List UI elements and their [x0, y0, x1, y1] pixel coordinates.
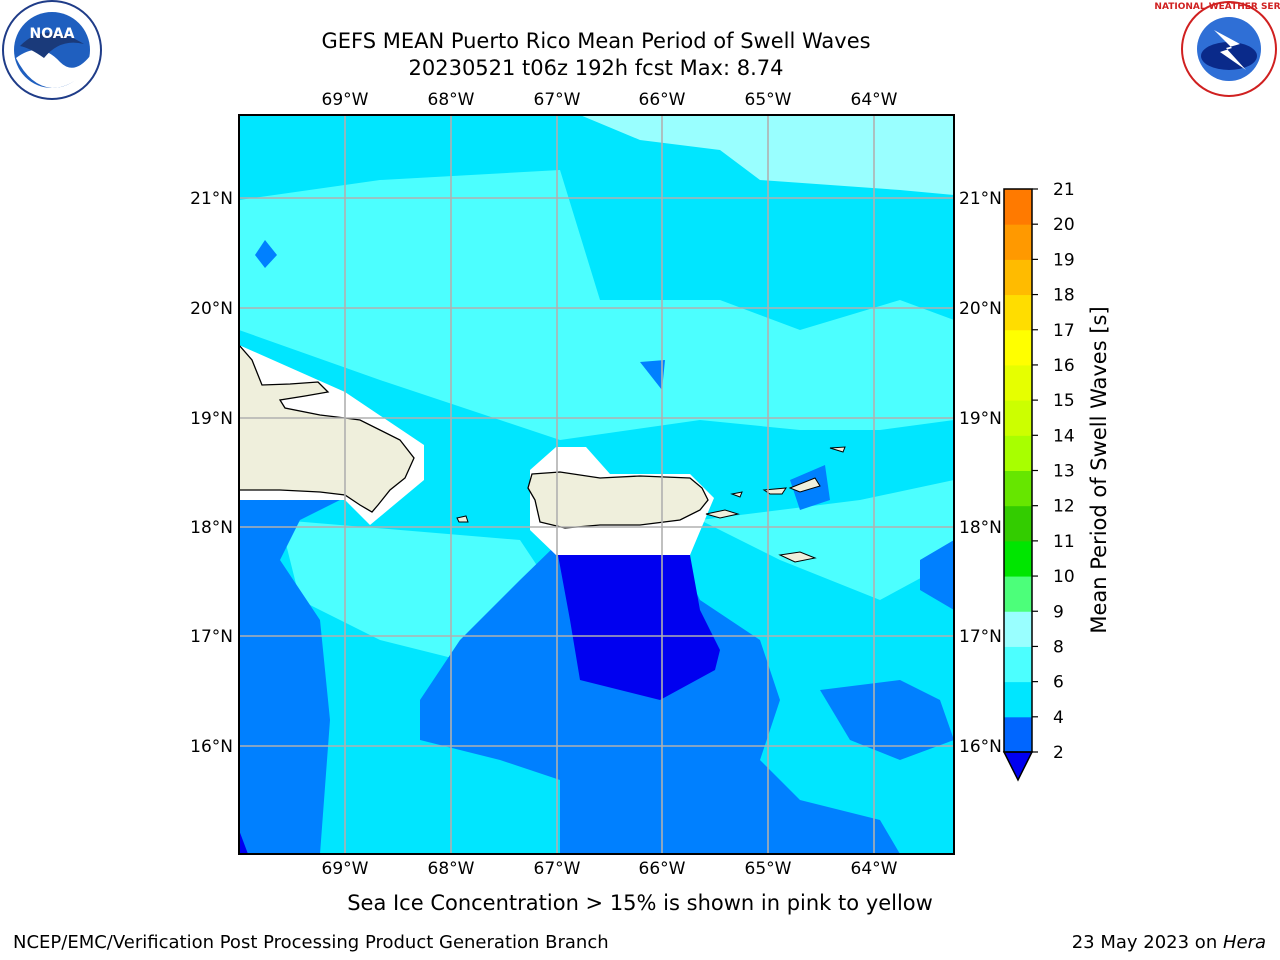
colorbar-tick-label: 2: [1053, 743, 1064, 763]
colorbar-tick-label: 11: [1053, 532, 1075, 552]
lon-label: 68°W: [428, 859, 475, 879]
lon-label: 65°W: [745, 859, 792, 879]
lat-labels-right: 21°N 20°N 19°N 18°N 17°N 16°N: [959, 189, 1002, 757]
swell-band-2-4: [558, 555, 720, 700]
colorbar-tick-label: 9: [1053, 602, 1064, 622]
map-subtitle: 20230521 t06z 192h fcst Max: 8.74: [408, 56, 784, 80]
swell-band-4-6-patch2: [255, 240, 277, 268]
lon-labels-top: 69°W 68°W 67°W 66°W 65°W 64°W: [322, 90, 898, 110]
colorbar-tick-label: 18: [1053, 286, 1075, 306]
lon-label: 69°W: [322, 859, 369, 879]
land-st-croix: [778, 551, 817, 563]
land-anegada: [829, 446, 846, 453]
lon-label: 67°W: [534, 859, 581, 879]
lon-label: 65°W: [745, 90, 792, 110]
lat-label: 20°N: [959, 299, 1002, 319]
map-grid: [239, 115, 954, 854]
swell-band-4-6-west: [239, 500, 340, 854]
swell-band-6-7-east: [700, 480, 954, 600]
map-title: GEFS MEAN Puerto Rico Mean Period of Swe…: [321, 29, 871, 53]
colorbar-extend: [1002, 751, 1034, 782]
colorbar-band: [1004, 540, 1032, 577]
colorbar-band: [1004, 294, 1032, 331]
land-culebra: [730, 491, 743, 498]
swell-band-4-6-se: [820, 680, 954, 760]
colorbar-tick-label: 6: [1053, 673, 1064, 693]
lat-labels-left: 21°N 20°N 19°N 18°N 17°N 16°N: [190, 189, 233, 757]
swell-band-6-7: [239, 170, 954, 440]
lon-label: 67°W: [534, 90, 581, 110]
colorbar-band: [1004, 716, 1032, 753]
lat-label: 17°N: [959, 627, 1002, 647]
colorbar-tick-label: 14: [1053, 426, 1075, 446]
colorbar-band: [1004, 505, 1032, 542]
lat-label: 16°N: [959, 737, 1002, 757]
colorbar-band: [1004, 224, 1032, 260]
nws-logo-text: NATIONAL WEATHER SERVICE: [1154, 2, 1280, 12]
lat-label: 18°N: [190, 518, 233, 538]
colorbar-label: Mean Period of Swell Waves [s]: [1087, 306, 1111, 633]
colorbar-band: [1004, 646, 1032, 683]
colorbar-tick-label: 17: [1053, 321, 1075, 341]
colorbar-band: [1004, 611, 1032, 647]
colorbar-band: [1004, 470, 1032, 507]
lon-label: 66°W: [639, 90, 686, 110]
colorbar-band: [1004, 400, 1032, 436]
footer-left: NCEP/EMC/Verification Post Processing Pr…: [13, 932, 609, 953]
colorbar-tick-label: 12: [1053, 497, 1075, 517]
colorbar-tick-label: 8: [1053, 637, 1064, 657]
colorbar-tick-label: 13: [1053, 462, 1075, 482]
land-hispaniola: [239, 344, 415, 513]
lat-label: 17°N: [190, 627, 233, 647]
lat-label: 20°N: [190, 299, 233, 319]
colorbar-band: [1004, 364, 1032, 401]
lon-labels-bottom: 69°W 68°W 67°W 66°W 65°W 64°W: [322, 859, 898, 879]
colorbar-band: [1004, 435, 1032, 471]
colorbar-band: [1004, 259, 1032, 296]
colorbar-tick-label: 21: [1053, 180, 1075, 200]
nws-logo: NATIONAL WEATHER SERVICE: [1154, 1, 1280, 97]
footer-right: 23 May 2023 on Hera: [1072, 932, 1266, 953]
land-vieques: [705, 509, 740, 519]
colorbar-band: [1004, 329, 1032, 366]
swell-band-8-9: [580, 115, 954, 195]
colorbar-tick-label: 19: [1053, 250, 1075, 270]
colorbar-tick-label: 4: [1053, 708, 1064, 728]
lon-label: 66°W: [639, 859, 686, 879]
lon-label: 69°W: [322, 90, 369, 110]
swell-band-4-6-patch: [640, 360, 665, 390]
lon-label: 64°W: [851, 90, 898, 110]
lat-label: 21°N: [190, 189, 233, 209]
colorbar-band: [1004, 576, 1032, 612]
map-frame: [238, 114, 955, 855]
noaa-logo: NOAA: [2, 0, 102, 100]
colorbar-tick-label: 20: [1053, 215, 1075, 235]
colorbar-band: [1004, 681, 1032, 718]
lon-label: 68°W: [428, 90, 475, 110]
footer-date: 23 May 2023 on: [1071, 932, 1223, 953]
lon-label: 64°W: [851, 859, 898, 879]
noaa-logo-text: NOAA: [30, 26, 75, 42]
sea-ice-caption: Sea Ice Concentration > 15% is shown in …: [347, 891, 933, 915]
swell-band-2-4-corner: [239, 830, 248, 854]
colorbar-tick-label: 10: [1053, 567, 1075, 587]
swell-band-4-6-east: [920, 540, 954, 610]
colorbar: 2 4 6 8 9 10 11 12 13 14 15 16 17 18 19 20 21: [1002, 180, 1075, 782]
lat-label: 21°N: [959, 189, 1002, 209]
colorbar-tick-label: 16: [1053, 356, 1075, 376]
lat-label: 19°N: [190, 409, 233, 429]
lat-label: 16°N: [190, 737, 233, 757]
colorbar-tick-label: 15: [1053, 391, 1075, 411]
land-bvi: [788, 477, 821, 493]
land-mona-island: [456, 515, 469, 523]
footer-host: Hera: [1222, 932, 1266, 953]
land-puerto-rico: [527, 471, 709, 529]
lat-label: 19°N: [959, 409, 1002, 429]
lat-label: 18°N: [959, 518, 1002, 538]
colorbar-band: [1004, 189, 1032, 225]
